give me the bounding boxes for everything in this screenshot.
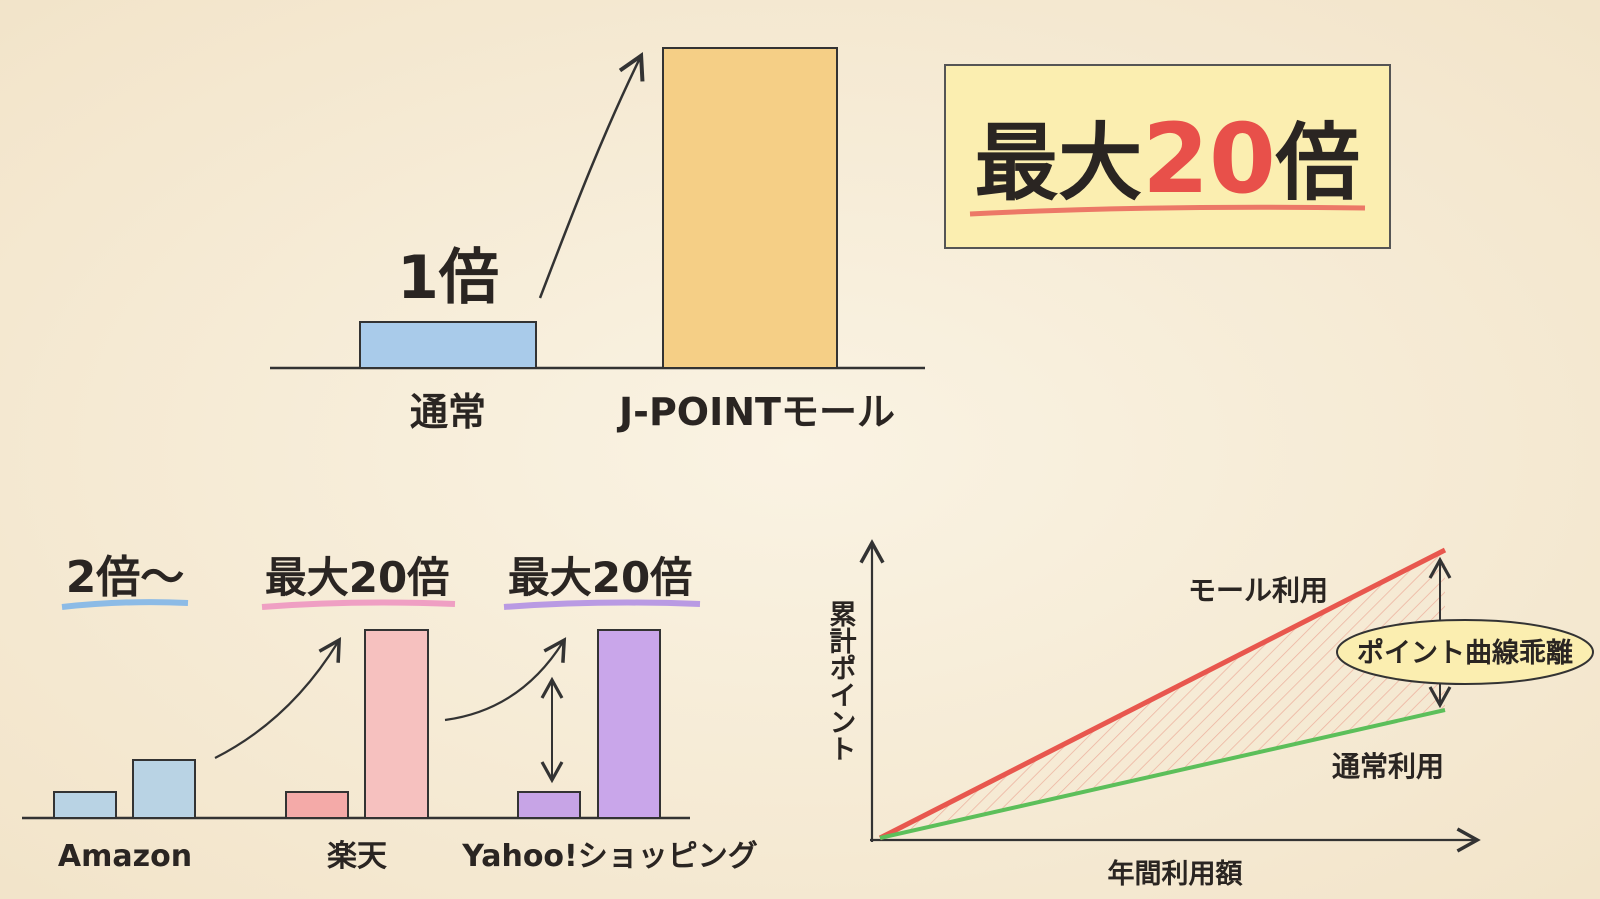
badge-suffix: 倍 [1275,114,1360,212]
rate-label: 最大20倍 [508,553,692,602]
mall-line [878,547,1447,841]
bar [285,791,349,819]
annotation: ポイント曲線乖離 [1357,638,1573,669]
category-label: 楽天 [327,839,387,874]
arrow [444,637,567,722]
rate-label: 2倍〜 [66,552,185,603]
category-label: J-POINTモール [616,390,895,434]
category-label: Yahoo!ショッピング [461,839,757,874]
underline [261,599,456,610]
underline [969,204,1366,217]
y-axis-label: 累計ポイント [825,600,857,762]
underline [503,599,701,610]
bar [517,791,581,819]
bar [132,759,196,819]
series-label: モール利用 [1188,574,1328,607]
badge-prefix: 最大 [974,114,1142,212]
bar [597,629,661,819]
arrow [538,52,645,299]
annotation-bubble [1336,619,1594,685]
mall-bar [662,47,838,369]
bar [364,629,429,819]
arrow [214,637,342,759]
normal-bar [359,321,537,369]
category-label: 通常 [410,390,486,434]
badge-text: 最大20倍 [974,103,1360,215]
badge-number: 20 [1142,103,1276,215]
badge [944,64,1391,249]
category-label: Amazon [58,839,192,874]
underline [61,599,189,610]
x-axis-label: 年間利用額 [1108,858,1244,890]
rate-label: 最大20倍 [265,553,449,602]
series-label: 通常利用 [1332,750,1444,783]
normal-line [879,708,1446,840]
multiplier-label: 1倍 [397,243,499,313]
bar [53,791,117,819]
